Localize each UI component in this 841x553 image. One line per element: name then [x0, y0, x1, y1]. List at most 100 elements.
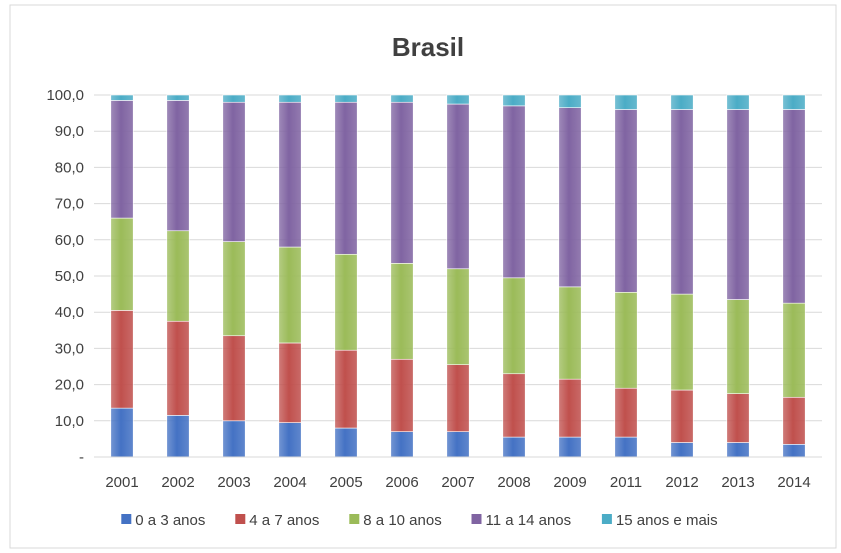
bar-segment: [222, 420, 246, 458]
bar-segment: [446, 268, 470, 365]
bar-segment: [726, 442, 750, 458]
bar-segment: [670, 109, 694, 295]
bar-segment: [390, 94, 414, 103]
x-tick-label: 2006: [385, 474, 418, 491]
chart-title: Brasil: [392, 32, 464, 62]
bar-segment: [334, 253, 358, 351]
bar-segment: [278, 94, 302, 103]
bar-segment: [222, 335, 246, 422]
bar-segment: [614, 291, 638, 389]
legend-swatch: [349, 514, 360, 524]
bar-segment: [166, 230, 190, 322]
bar-segment: [558, 378, 582, 438]
bar-segment: [782, 302, 806, 398]
bar-segment: [502, 373, 526, 438]
bar-segment: [670, 442, 694, 458]
legend-swatch: [121, 514, 132, 524]
bar-segment: [110, 94, 134, 101]
x-tick-label: 2004: [273, 474, 306, 491]
bar-segment: [782, 444, 806, 458]
bar-segment: [222, 101, 246, 242]
x-tick-label: 2013: [721, 474, 754, 491]
x-tick-label: 2005: [329, 474, 362, 491]
x-axis-tick-labels: 2001 2002 2003 2004 2005 2006 2007 2008 2009 2011…: [105, 474, 810, 491]
legend-label: 15 anos e mais: [616, 512, 718, 529]
bar-segment: [166, 94, 190, 101]
bar-segment: [502, 105, 526, 279]
bar-segment: [390, 358, 414, 432]
bar-segment: [278, 246, 302, 344]
bar-segment: [222, 94, 246, 103]
bar-segment: [614, 387, 638, 438]
bar-segment: [782, 94, 806, 110]
bar-segment: [670, 389, 694, 443]
bar-segment: [782, 109, 806, 304]
bar-segment: [558, 286, 582, 380]
legend-label: 8 a 10 anos: [363, 512, 441, 529]
bar-segment: [334, 94, 358, 103]
y-tick-label: 80,0: [55, 159, 84, 176]
x-tick-label: 2003: [217, 474, 250, 491]
bar-segment: [446, 94, 470, 105]
x-tick-label: 2001: [105, 474, 138, 491]
legend: 0 a 3 anos 4 a 7 anos 8 a 10 anos 11 a 14 a…: [121, 512, 718, 529]
legend-label: 11 a 14 anos: [486, 512, 572, 529]
x-tick-label: 2012: [665, 474, 698, 491]
bar-segment: [558, 107, 582, 288]
bar-segment: [558, 94, 582, 108]
x-tick-label: 2008: [497, 474, 530, 491]
bar-segment: [446, 364, 470, 432]
bar-segment: [110, 217, 134, 311]
bars: [110, 94, 806, 458]
bar-segment: [502, 277, 526, 375]
y-tick-label: 40,0: [55, 304, 84, 321]
bar-segment: [558, 436, 582, 458]
legend-swatch: [471, 514, 482, 524]
legend-label: 4 a 7 anos: [249, 512, 319, 529]
y-tick-label: 60,0: [55, 232, 84, 249]
y-tick-label: 20,0: [55, 377, 84, 394]
bar-segment: [446, 431, 470, 458]
x-tick-label: 2009: [553, 474, 586, 491]
bar-segment: [502, 94, 526, 107]
bar-segment: [110, 310, 134, 409]
bar-segment: [334, 101, 358, 255]
y-tick-label: -: [79, 449, 84, 466]
legend-swatch: [601, 514, 612, 524]
y-tick-label: 100,0: [46, 87, 84, 104]
legend-label: 0 a 3 anos: [135, 512, 205, 529]
y-axis-tick-labels: - 10,0 20,0 30,0 40,0 50,0 60,0 70,0 80,0 90,0 100…: [46, 87, 84, 466]
bar-segment: [110, 100, 134, 219]
bar-segment: [726, 393, 750, 443]
bar-segment: [334, 349, 358, 429]
y-tick-label: 70,0: [55, 196, 84, 213]
x-tick-label: 2007: [441, 474, 474, 491]
bar-segment: [726, 94, 750, 110]
bar-segment: [390, 101, 414, 264]
bar-segment: [166, 320, 190, 416]
legend-swatch: [235, 514, 246, 524]
y-tick-label: 50,0: [55, 268, 84, 285]
bar-segment: [278, 101, 302, 248]
bar-segment: [726, 299, 750, 394]
y-tick-label: 30,0: [55, 340, 84, 357]
bar-segment: [278, 342, 302, 423]
bar-segment: [502, 436, 526, 458]
bar-segment: [670, 293, 694, 391]
y-tick-label: 90,0: [55, 123, 84, 140]
bar-segment: [614, 436, 638, 458]
bar-segment: [614, 109, 638, 293]
bar-segment: [390, 431, 414, 458]
bar-segment: [726, 109, 750, 300]
bar-segment: [166, 100, 190, 232]
bar-segment: [670, 94, 694, 110]
x-tick-label: 2002: [161, 474, 194, 491]
bar-segment: [390, 263, 414, 360]
bar-segment: [166, 415, 190, 458]
bar-segment: [334, 427, 358, 458]
bar-segment: [278, 422, 302, 458]
bar-segment: [446, 103, 470, 270]
y-tick-label: 10,0: [55, 413, 84, 430]
